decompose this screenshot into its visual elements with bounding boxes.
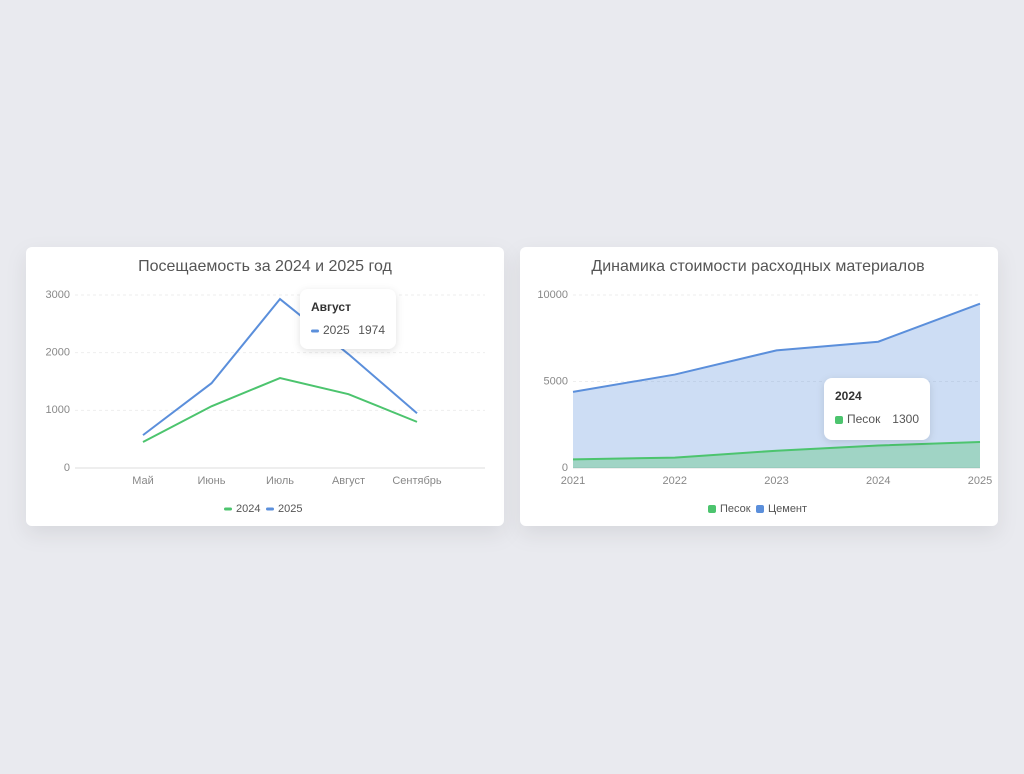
chart-title: Динамика стоимости расходных материалов [591, 258, 924, 275]
legend-marker [266, 507, 274, 511]
area-line [572, 302, 981, 393]
tooltip-title: 2024 [835, 389, 862, 403]
tooltip-series: Песок [847, 412, 881, 426]
y-tick-label: 1000 [46, 404, 70, 416]
y-tick-label: 10000 [537, 289, 568, 301]
legend-marker [224, 507, 232, 511]
legend-label[interactable]: Цемент [768, 503, 807, 515]
x-tick-label: 2022 [663, 475, 687, 487]
x-tick-label: 2024 [866, 475, 890, 487]
card [520, 247, 998, 526]
x-tick-label: Июнь [198, 475, 226, 487]
x-tick-label: Август [332, 475, 365, 487]
line-series [142, 376, 418, 443]
y-tick-label: 0 [562, 462, 568, 474]
y-tick-label: 0 [64, 462, 70, 474]
legend-label[interactable]: 2025 [278, 503, 302, 515]
line-series [142, 297, 418, 436]
x-tick-label: 2021 [561, 475, 585, 487]
area-line [572, 441, 981, 461]
legend-label[interactable]: 2024 [236, 503, 260, 515]
y-tick-label: 3000 [46, 289, 70, 301]
tooltip-title: Август [311, 300, 351, 314]
x-tick-label: Июль [266, 475, 294, 487]
legend-marker [708, 505, 716, 513]
tooltip-value: 1974 [358, 323, 385, 337]
legend-marker [756, 505, 764, 513]
x-tick-label: Май [132, 475, 154, 487]
x-tick-label: Сентябрь [392, 475, 442, 487]
y-tick-label: 5000 [544, 375, 568, 387]
tooltip-value: 1300 [892, 412, 919, 426]
tooltip [824, 378, 930, 440]
x-tick-label: 2023 [764, 475, 788, 487]
tooltip [300, 289, 396, 349]
area-series [573, 442, 980, 468]
legend-marker [835, 416, 843, 424]
tooltip-series: 2025 [323, 323, 350, 337]
legend-label[interactable]: Песок [720, 503, 751, 515]
y-tick-label: 2000 [46, 347, 70, 359]
x-tick-label: 2025 [968, 475, 992, 487]
legend-marker [311, 329, 319, 333]
chart-title: Посещаемость за 2024 и 2025 год [138, 258, 392, 275]
